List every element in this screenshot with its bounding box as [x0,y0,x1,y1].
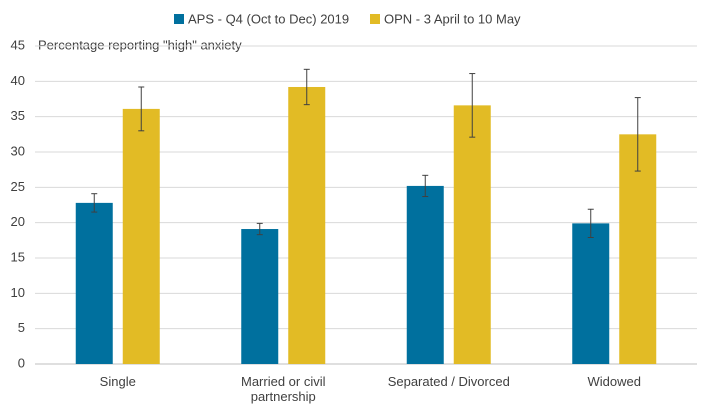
error-bar [587,208,594,239]
bar [75,202,113,364]
y-tick-label: 25 [11,179,25,194]
y-tick-label: 15 [11,249,25,264]
bar [288,86,326,364]
error-bar [303,68,310,106]
y-axis-label: Percentage reporting "high" anxiety [38,37,242,52]
error-bar [422,174,429,198]
bar [122,108,160,364]
legend-swatch [370,14,380,24]
error-bar [256,222,263,236]
x-tick-label: Married or civil partnership [240,374,326,404]
legend-label: OPN - 3 April to 10 May [384,11,521,26]
y-tick-label: 45 [11,37,25,52]
legend-swatch [174,14,184,24]
x-tick-label: Widowed [587,374,641,389]
y-tick-label: 5 [18,320,25,335]
bar [453,105,491,365]
y-tick-label: 40 [11,73,25,88]
y-tick-label: 35 [11,108,25,123]
legend-label: APS - Q4 (Oct to Dec) 2019 [188,11,349,26]
error-bar [91,193,98,213]
bar [406,185,444,364]
y-tick-label: 20 [11,214,25,229]
y-tick-label: 30 [11,143,25,158]
bar [619,134,657,364]
bar [241,229,279,364]
error-bar [138,86,145,132]
x-tick-label: Separated / Divorced [387,374,510,389]
error-bar [469,73,476,138]
x-tick-label: Single [99,374,136,389]
bar [572,223,610,364]
y-tick-label: 10 [11,285,25,300]
error-bar [634,97,641,172]
y-tick-label: 0 [18,355,25,370]
